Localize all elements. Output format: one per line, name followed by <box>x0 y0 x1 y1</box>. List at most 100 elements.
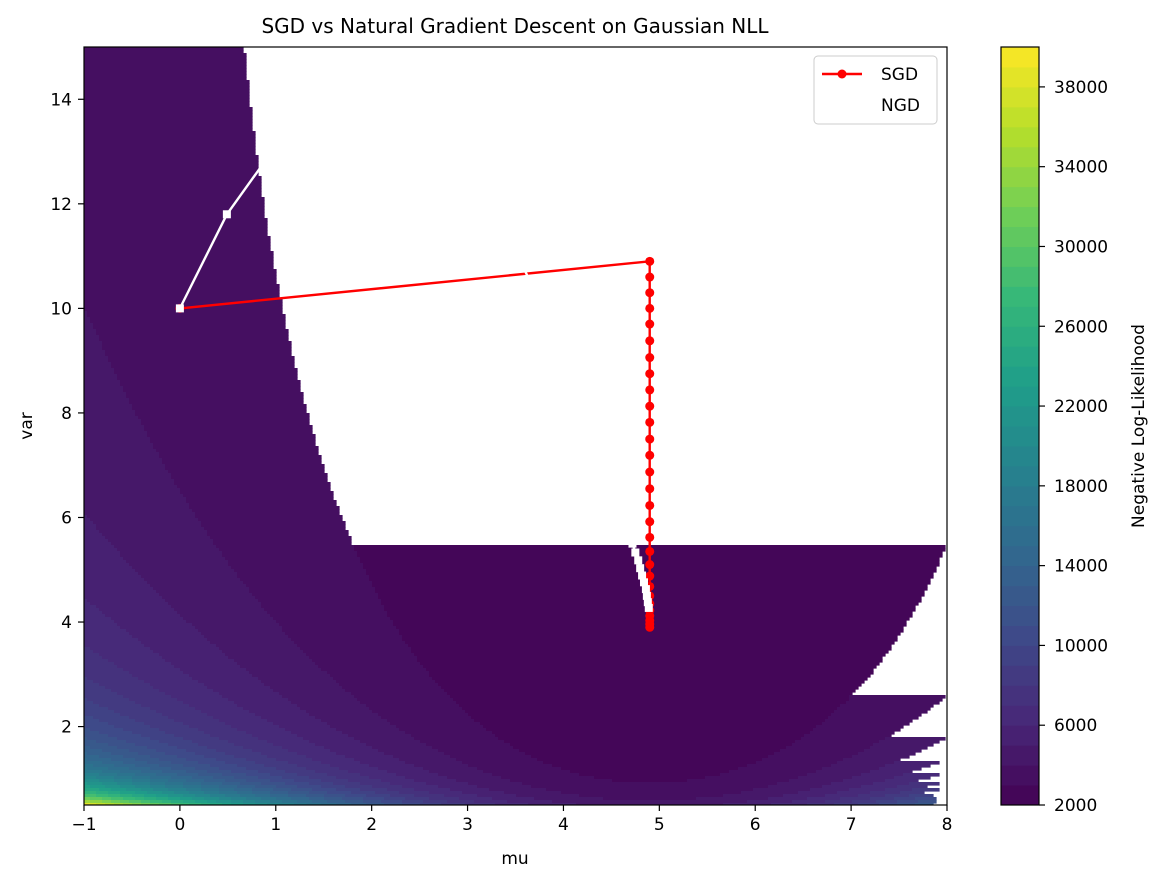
contour-cell <box>258 737 304 741</box>
contour-cell <box>393 755 451 759</box>
contour-cell <box>603 797 697 801</box>
contour-cell <box>483 725 817 729</box>
contour-cell <box>450 695 850 699</box>
contour-cell <box>84 104 250 108</box>
contour-cell <box>471 716 829 720</box>
contour-cell <box>84 620 115 624</box>
contour-cell <box>378 713 469 717</box>
contour-cell <box>84 86 250 90</box>
contour-cell <box>825 794 859 798</box>
contour-cell <box>144 794 157 798</box>
contour-cell <box>351 803 367 805</box>
contour-cell <box>876 800 898 804</box>
contour-cell <box>813 728 901 732</box>
contour-cell <box>768 785 823 789</box>
contour-cell <box>795 740 880 744</box>
sgd-point <box>645 272 655 282</box>
contour-cell <box>465 803 496 805</box>
colorbar-band <box>1001 326 1039 347</box>
contour-cell <box>108 359 295 363</box>
legend-entries: SGD NGD <box>822 65 920 116</box>
contour-cell <box>696 797 769 801</box>
contour-cell <box>180 488 331 492</box>
contour-cell <box>150 647 220 651</box>
contour-cell <box>402 803 421 805</box>
colorbar-band <box>1001 645 1039 666</box>
contour-cell <box>267 803 280 805</box>
contour-cell <box>174 608 265 612</box>
contour-cell <box>150 776 172 780</box>
contour-cell <box>123 803 133 805</box>
contour-cell <box>132 674 190 678</box>
contour-cell <box>117 374 298 378</box>
contour-cell <box>222 554 358 558</box>
contour-cell <box>201 803 211 805</box>
contour-cell <box>111 542 214 546</box>
contour-cell <box>612 779 688 783</box>
ngd-point <box>634 556 643 565</box>
contour-cell <box>462 707 838 711</box>
contour-cell <box>186 779 205 783</box>
ngd-point <box>567 376 576 385</box>
colorbar-tick-label: 26000 <box>1054 317 1108 337</box>
contour-cell <box>84 188 262 192</box>
contour-cell <box>189 725 232 729</box>
contour-cell <box>261 797 277 801</box>
contour-cell <box>219 785 238 789</box>
contour-cell <box>270 773 298 777</box>
contour-cell <box>255 800 271 804</box>
contour-cell <box>192 623 280 627</box>
contour-cell <box>108 659 166 663</box>
contour-cell <box>222 782 241 786</box>
contour-cell <box>192 740 229 744</box>
contour-cell <box>141 734 175 738</box>
sgd-point <box>645 532 655 542</box>
contour-cell <box>84 272 277 276</box>
contour-cell <box>129 716 169 720</box>
ngd-point <box>631 548 640 557</box>
contour-cell <box>327 773 361 777</box>
colorbar-band <box>1001 366 1039 387</box>
contour-cell <box>123 728 160 732</box>
contour-cell <box>504 740 796 744</box>
contour-cell <box>84 572 139 576</box>
contour-cell <box>216 545 355 549</box>
contour-cell <box>84 590 157 594</box>
contour-cell <box>195 707 244 711</box>
contour-cell <box>84 683 100 687</box>
contour-cell <box>231 803 244 805</box>
contour-cell <box>147 434 316 438</box>
contour-cell <box>192 797 205 801</box>
contour-cell <box>276 620 394 624</box>
contour-cell <box>768 755 853 759</box>
colorbar-band <box>1001 605 1039 626</box>
contour-cell <box>450 788 490 792</box>
colorbar-tick-label: 10000 <box>1054 636 1108 656</box>
contour-cell <box>108 707 151 711</box>
contour-cell <box>129 563 229 567</box>
colorbar-band <box>1001 705 1039 726</box>
contour-cell <box>105 536 211 540</box>
contour-cell <box>300 647 412 651</box>
contour-cell <box>84 290 280 294</box>
contour-cell <box>84 356 109 360</box>
contour-cell <box>849 695 946 699</box>
contour-cell <box>84 395 127 399</box>
contour-cell <box>357 698 454 702</box>
contour-cell <box>102 341 292 345</box>
contour-cell <box>84 392 127 396</box>
contour-cell <box>354 695 451 699</box>
contour-cell <box>456 701 847 705</box>
contour-cell <box>174 719 220 723</box>
contour-cell <box>174 665 241 669</box>
contour-cell <box>723 803 772 805</box>
contour-cell <box>483 770 571 774</box>
contour-cell <box>90 317 286 321</box>
contour-cell <box>207 746 244 750</box>
contour-cell <box>114 776 133 780</box>
contour-cell <box>324 797 343 801</box>
contour-cell <box>84 560 127 564</box>
contour-cell <box>870 770 913 774</box>
contour-cell <box>327 722 391 726</box>
contour-cell <box>381 716 472 720</box>
